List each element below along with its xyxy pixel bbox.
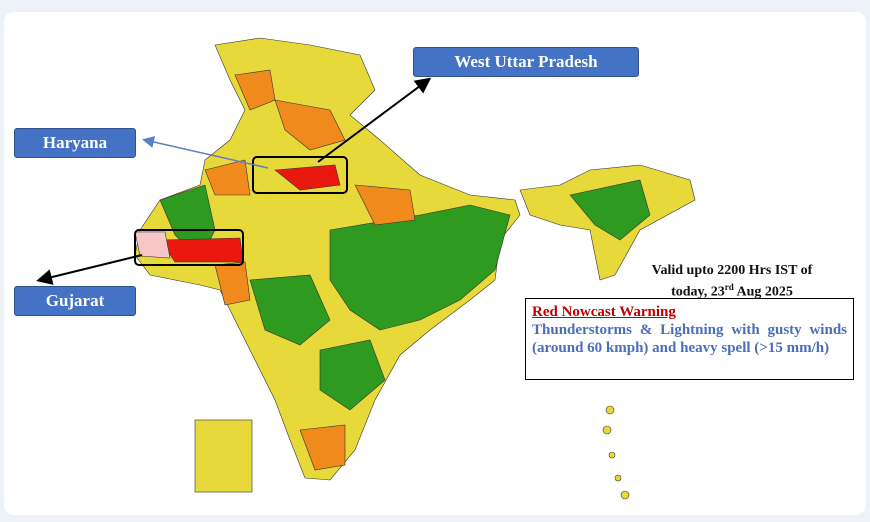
superscript: rd [724,282,734,292]
validity-line: Valid upto 2200 Hrs IST of [651,263,813,278]
island [608,451,616,459]
arrow [36,254,143,285]
text: today, 23 [671,284,725,300]
island [614,474,622,482]
region-label: Gujarat [14,286,136,316]
arrow [142,136,269,169]
highlight-box [252,156,348,194]
pink-zone [134,231,171,259]
red-zone [274,164,341,191]
orange-zone [299,424,346,471]
red-zone [159,237,244,263]
highlight-box [134,229,244,266]
island [602,425,612,435]
orange-zone [204,159,251,196]
region-label: Haryana [14,128,136,158]
validity-line: today, 23rd Aug 2025 [612,279,852,301]
warning-body: Thunderstorms & Lightning with gusty win… [532,322,847,356]
orange-zone [354,184,416,226]
warning-title: Red Nowcast Warning [532,304,676,320]
green-zone [329,204,511,331]
island [620,490,630,500]
validity-text: Valid upto 2200 Hrs IST of today, 23rd A… [612,262,852,301]
region-label: West Uttar Pradesh [413,47,639,77]
green-zone [249,274,331,346]
green-zone [569,179,651,241]
arrow [317,77,432,163]
green-zone [319,339,386,411]
warning-box: Red Nowcast Warning Thunderstorms & Ligh… [525,298,854,380]
island [605,405,615,415]
lakshadweep-inset [194,419,253,493]
text: Aug 2025 [733,284,793,300]
orange-zone [214,261,251,306]
orange-zone [274,99,346,151]
